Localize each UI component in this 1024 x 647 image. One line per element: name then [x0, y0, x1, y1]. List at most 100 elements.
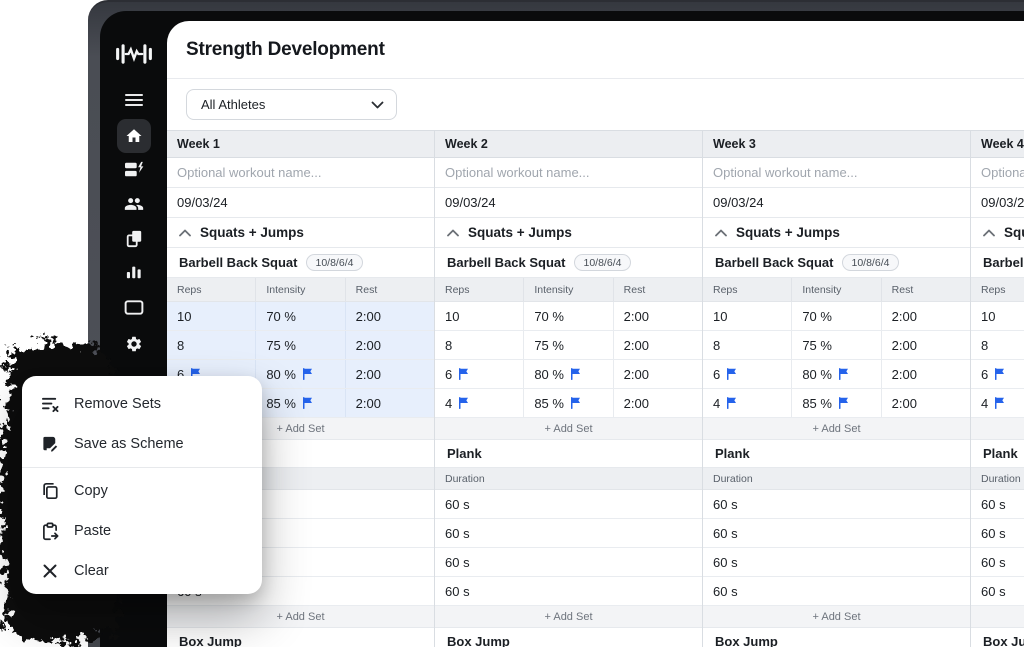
add-set-button[interactable]: + Add Set [971, 418, 1024, 440]
exercise-name-row[interactable]: Box Jump [167, 628, 434, 647]
menu-item-paste[interactable]: Paste [22, 511, 262, 551]
add-set-button[interactable]: + Add Set [435, 606, 702, 628]
workout-name-input[interactable] [971, 158, 1024, 188]
reps-cell[interactable]: 10 [713, 308, 728, 324]
rest-cell[interactable]: 2:00 [612, 302, 702, 330]
set-row: 10 70 % 2:00 [971, 302, 1024, 331]
menu-item-remove-sets[interactable]: Remove Sets [22, 384, 262, 424]
athlete-filter-select[interactable]: All Athletes [186, 89, 397, 120]
reps-cell[interactable]: 4 [703, 389, 791, 417]
duration-cell[interactable]: 60 s [981, 525, 1006, 541]
flag-icon [726, 397, 737, 409]
duration-cell[interactable]: 60 s [445, 554, 470, 570]
reps-cell[interactable]: 4 [971, 389, 1024, 417]
menu-item-save-as-scheme[interactable]: Save as Scheme [22, 424, 262, 464]
duration-cell[interactable]: 60 s [981, 554, 1006, 570]
intensity-cell[interactable]: 70 % [791, 302, 880, 330]
exercise-name-row[interactable]: Box Jump [435, 628, 702, 647]
workout-name-input[interactable] [435, 158, 702, 188]
workout-name-input[interactable] [167, 158, 434, 188]
intensity-cell[interactable]: 85 % [523, 389, 612, 417]
menu-icon[interactable] [124, 93, 143, 107]
exercise-name-row[interactable]: Box Jump [703, 628, 970, 647]
intensity-cell[interactable]: 75 % [523, 331, 612, 359]
duration-cell[interactable]: 60 s [445, 525, 470, 541]
exercise-name-row[interactable]: Plank [971, 440, 1024, 468]
rest-cell[interactable]: 2:00 [612, 360, 702, 388]
exercise-name-row[interactable]: Box Jump [971, 628, 1024, 647]
workout-date[interactable]: 09/03/24 [435, 188, 702, 218]
reps-cell[interactable]: 6 [435, 360, 523, 388]
section-toggle[interactable]: Squats + Jumps [435, 218, 702, 248]
add-set-button[interactable]: + Add Set [703, 418, 970, 440]
add-set-button[interactable]: + Add Set [971, 606, 1024, 628]
rest-cell[interactable]: 2:00 [612, 331, 702, 359]
rest-cell[interactable]: 2:00 [880, 360, 970, 388]
rest-cell[interactable]: 2:00 [880, 302, 970, 330]
set-columns-header: Reps Intensity Rest [167, 278, 434, 302]
exercise-name-row[interactable]: Barbell Back Squat 10/8/6/4 [167, 248, 434, 278]
rest-cell[interactable]: 2:00 [344, 331, 434, 359]
intensity-cell[interactable]: 70 % [255, 302, 344, 330]
exercise-name-row[interactable]: Barbell Back Squat 10/8/6/4 [435, 248, 702, 278]
menu-item-clear[interactable]: Clear [22, 551, 262, 591]
reps-cell[interactable]: 8 [981, 337, 989, 353]
reps-cell[interactable]: 10 [445, 308, 460, 324]
rest-cell[interactable]: 2:00 [344, 389, 434, 417]
reps-cell[interactable]: 8 [445, 337, 453, 353]
reps-cell[interactable]: 10 [981, 308, 996, 324]
add-set-button[interactable]: + Add Set [167, 606, 434, 628]
workout-date[interactable]: 09/03/24 [167, 188, 434, 218]
rest-cell[interactable]: 2:00 [612, 389, 702, 417]
duration-cell[interactable]: 60 s [713, 496, 738, 512]
duration-cell[interactable]: 60 s [713, 554, 738, 570]
duration-cell[interactable]: 60 s [445, 583, 470, 599]
intensity-cell[interactable]: 80 % [791, 360, 880, 388]
settings-icon[interactable] [125, 335, 143, 353]
section-toggle[interactable]: Squats + Jumps [971, 218, 1024, 248]
workouts-icon[interactable] [124, 161, 144, 179]
section-toggle[interactable]: Squats + Jumps [167, 218, 434, 248]
home-nav-active[interactable] [116, 119, 151, 153]
intensity-cell[interactable]: 75 % [255, 331, 344, 359]
board-icon[interactable] [124, 300, 144, 315]
reps-cell[interactable]: 8 [177, 337, 185, 353]
reps-cell[interactable]: 8 [713, 337, 721, 353]
athlete-filter-value: All Athletes [201, 97, 266, 112]
exercise-name-row[interactable]: Plank [435, 440, 702, 468]
duration-cell[interactable]: 60 s [445, 496, 470, 512]
add-set-button[interactable]: + Add Set [703, 606, 970, 628]
duration-cell[interactable]: 60 s [713, 525, 738, 541]
add-set-button[interactable]: + Add Set [435, 418, 702, 440]
rest-cell[interactable]: 2:00 [880, 331, 970, 359]
reps-cell[interactable]: 10 [177, 308, 192, 324]
intensity-cell[interactable]: 75 % [791, 331, 880, 359]
reps-cell[interactable]: 6 [971, 360, 1024, 388]
athletes-icon[interactable] [124, 196, 144, 212]
intensity-cell[interactable]: 85 % [791, 389, 880, 417]
week-header: Week 1 [167, 130, 434, 158]
workout-name-input[interactable] [703, 158, 970, 188]
reps-cell[interactable]: 6 [703, 360, 791, 388]
workout-date[interactable]: 09/03/24 [703, 188, 970, 218]
intensity-cell[interactable]: 85 % [255, 389, 344, 417]
rest-cell[interactable]: 2:00 [344, 360, 434, 388]
menu-item-copy[interactable]: Copy [22, 471, 262, 511]
workout-date[interactable]: 09/03/24 [971, 188, 1024, 218]
duration-cell[interactable]: 60 s [981, 583, 1006, 599]
duration-cell[interactable]: 60 s [713, 583, 738, 599]
analytics-icon[interactable] [125, 264, 143, 280]
library-icon[interactable] [125, 230, 143, 248]
duration-cell[interactable]: 60 s [981, 496, 1006, 512]
intensity-cell[interactable]: 70 % [523, 302, 612, 330]
rest-cell[interactable]: 2:00 [880, 389, 970, 417]
reps-cell[interactable]: 4 [435, 389, 523, 417]
intensity-cell[interactable]: 80 % [523, 360, 612, 388]
intensity-cell[interactable]: 80 % [255, 360, 344, 388]
exercise-name-row[interactable]: Barbell Back Squat 10/8/6/4 [971, 248, 1024, 278]
set-row: 60 s [703, 548, 970, 577]
section-toggle[interactable]: Squats + Jumps [703, 218, 970, 248]
rest-cell[interactable]: 2:00 [344, 302, 434, 330]
exercise-name-row[interactable]: Plank [703, 440, 970, 468]
exercise-name-row[interactable]: Barbell Back Squat 10/8/6/4 [703, 248, 970, 278]
